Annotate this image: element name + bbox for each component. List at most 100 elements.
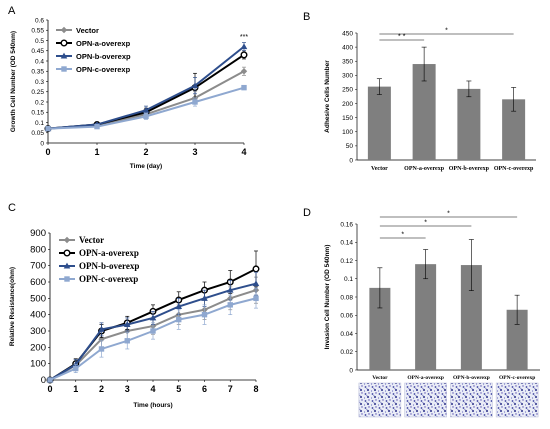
legend-label: OPN-b-overexp (76, 52, 131, 61)
legend-label: Vector (79, 235, 104, 245)
bar-opn-c-overexp (506, 309, 528, 370)
y-tick-label: 0.05 (31, 130, 44, 137)
y-tick-label: 0.6 (35, 17, 44, 24)
legend-label: Vector (76, 26, 99, 35)
legend-marker (63, 249, 71, 257)
significance-label: * (401, 232, 404, 239)
data-point (253, 295, 259, 302)
category-label: Vector (371, 166, 388, 172)
series-opn-c-overexp (45, 84, 247, 132)
legend-marker (61, 66, 67, 72)
y-axis-title: Growth Cell Number (OD 540nm) (10, 31, 17, 132)
legend-marker (60, 39, 68, 47)
category-label: OPN-b-overexp (449, 166, 490, 172)
data-point (142, 106, 150, 113)
data-point (47, 377, 53, 383)
y-tick-label: 600 (30, 277, 46, 288)
y-tick-label: 0.35 (31, 69, 44, 76)
y-tick-label: 0.5 (35, 38, 44, 45)
y-tick-label: 100 (342, 129, 353, 136)
y-axis-title: Adhesive Cells Number (324, 60, 331, 133)
y-tick-label: 400 (30, 310, 46, 321)
y-tick-label: 150 (342, 115, 353, 122)
data-point (227, 302, 233, 308)
y-tick-label: 500 (30, 293, 46, 304)
panel-letter: B (303, 11, 310, 23)
category-label: OPN-b-overexp (453, 375, 490, 381)
legend-marker (63, 262, 71, 269)
legend-marker (60, 52, 68, 59)
significance-annotation: *** (240, 34, 248, 41)
y-tick-label: 0.1 (344, 276, 353, 283)
x-tick-label: 2 (143, 147, 148, 157)
bar-opn-a-overexp (412, 64, 436, 160)
bar-vector (369, 287, 391, 370)
data-point (240, 51, 248, 59)
y-tick-label: 250 (342, 87, 353, 94)
bar-opn-b-overexp (457, 88, 481, 160)
category-label: OPN-c-overexp (499, 375, 535, 381)
data-point (94, 123, 100, 130)
x-tick-label: 7 (228, 384, 233, 394)
y-axis-title: Invasion Cell Number (OD 540nm) (324, 245, 331, 350)
legend: Vector OPN-a-overexp OPN-b-overexp OPN-c-ov… (56, 26, 131, 74)
x-tick-label: 1 (94, 147, 99, 157)
data-point (252, 265, 260, 273)
data-point (241, 84, 247, 91)
bar-opn-b-overexp (460, 265, 482, 370)
data-point (73, 365, 79, 372)
series-vector (44, 66, 248, 132)
x-tick-label: 1 (73, 384, 78, 394)
legend-marker (64, 276, 70, 282)
legend-label: OPN-a-overexp (79, 248, 139, 258)
y-tick-label: 0.1 (35, 120, 44, 127)
y-tick-label: 700 (30, 261, 46, 272)
data-point (201, 311, 208, 318)
legend: Vector OPN-a-overexp OPN-b-overexp OPN-c-ov… (59, 235, 139, 284)
y-tick-label: 0.04 (340, 331, 353, 338)
y-axis-title: Relative Resistance(ohm) (9, 267, 16, 346)
data-point (124, 338, 130, 344)
y-tick-label: 200 (30, 342, 46, 353)
y-tick-label: 0.15 (31, 110, 44, 117)
series-line (47, 70, 245, 130)
data-point (98, 346, 105, 352)
panel-letter: D (303, 207, 311, 219)
y-tick-label: 0 (40, 140, 44, 147)
y-tick-label: 0.3 (35, 79, 44, 86)
x-tick-label: 6 (202, 384, 207, 394)
data-point (98, 325, 105, 332)
significance-label: * (424, 220, 427, 227)
data-point (226, 286, 234, 293)
significance-label: * (445, 28, 448, 35)
chart-panel-c: C 0 100 200 300 400 500 600 700 800 900 0 1 2 3 4 5 6 7 8 Ti… (8, 202, 260, 409)
chart-panel-a: A 0 0.05 0.1 0.15 0.2 0.25 0.3 0.35 0.4 0.45 0.5 0.5… (8, 5, 248, 170)
y-tick-label: 0.06 (340, 313, 353, 320)
data-point (150, 328, 156, 334)
x-tick-label: 8 (253, 384, 258, 394)
data-point (175, 303, 183, 309)
y-tick-label: 350 (342, 59, 353, 66)
y-tick-label: 0.14 (340, 240, 353, 247)
significance-label: * * (398, 34, 406, 41)
data-point (123, 321, 131, 327)
y-tick-label: 200 (342, 101, 353, 108)
panel-letter: A (8, 5, 16, 17)
x-axis-title: Time (day) (130, 163, 162, 170)
data-point (201, 294, 208, 301)
y-tick-label: 450 (342, 30, 353, 37)
y-tick-label: 300 (342, 73, 353, 80)
category-label: OPN-a-overexp (404, 166, 445, 172)
legend-marker (60, 26, 68, 34)
data-point (176, 316, 182, 323)
y-tick-label: 0.45 (31, 48, 44, 55)
bar-opn-a-overexp (415, 264, 437, 370)
y-tick-label: 50 (346, 143, 354, 150)
chart-panel-d: D 0 0.02 0.04 0.06 0.08 0.1 0.12 0.14 0.16 Invasio… (303, 207, 540, 418)
x-tick-label: 3 (125, 384, 130, 394)
category-label: Vector (372, 375, 388, 381)
x-tick-label: 3 (192, 147, 197, 157)
significance-label: * (447, 211, 450, 218)
y-tick-label: 0.16 (340, 221, 353, 228)
